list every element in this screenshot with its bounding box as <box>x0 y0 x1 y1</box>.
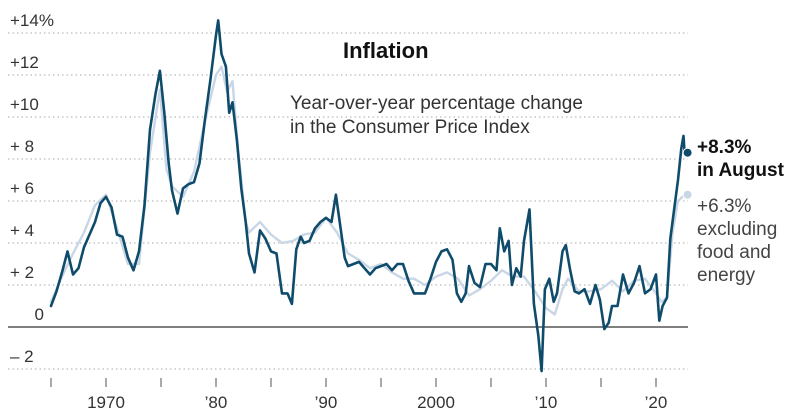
gridlines <box>8 32 688 370</box>
y-tick-label: + 2 <box>10 263 34 282</box>
y-tick-label: +10 <box>10 95 39 114</box>
annotation-line: food and <box>697 242 771 263</box>
annotation-line: +6.3% <box>697 196 752 217</box>
x-tick-label: ’80 <box>205 393 228 412</box>
y-tick-label: + 4 <box>10 221 34 240</box>
series-line-core <box>49 65 686 316</box>
x-tick-label: ’20 <box>645 393 668 412</box>
y-tick-label: – 2 <box>10 347 34 366</box>
y-tick-label: +14% <box>10 11 54 30</box>
series-lines <box>49 19 686 373</box>
end-markers <box>682 147 693 200</box>
annotation-headline-cpi: +8.3% in August <box>697 136 784 182</box>
annotation-line: in August <box>697 160 784 181</box>
x-axis-ticks: 1970 ’80 ’90 2000 ’10 ’20 <box>50 378 668 412</box>
x-tick-label: ’90 <box>315 393 338 412</box>
chart-title: Inflation <box>343 38 429 63</box>
x-tick-label: ’10 <box>535 393 558 412</box>
annotation-line: +8.3% <box>697 137 752 158</box>
series-line-all-items <box>49 19 686 373</box>
annotation-core-cpi: +6.3% excluding food and energy <box>697 195 777 287</box>
annotation-line: energy <box>697 265 756 286</box>
subtitle-line: in the Consumer Price Index <box>290 117 530 138</box>
y-axis-ticks: +14% +12 +10 + 8 + 6 + 4 + 2 0 – 2 <box>10 11 54 366</box>
annotation-line: excluding <box>697 219 778 240</box>
y-tick-label: + 8 <box>10 137 34 156</box>
subtitle-line: Year-over-year percentage change <box>290 93 583 114</box>
x-tick-label: 1970 <box>87 393 125 412</box>
end-marker-core <box>682 189 693 200</box>
end-marker-all-items <box>682 147 693 158</box>
x-tick-label: 2000 <box>417 393 455 412</box>
y-tick-label: 0 <box>35 305 44 324</box>
y-tick-label: +12 <box>10 53 39 72</box>
y-tick-label: + 6 <box>10 179 34 198</box>
chart-subtitle: Year-over-year percentage change in the … <box>290 92 583 140</box>
